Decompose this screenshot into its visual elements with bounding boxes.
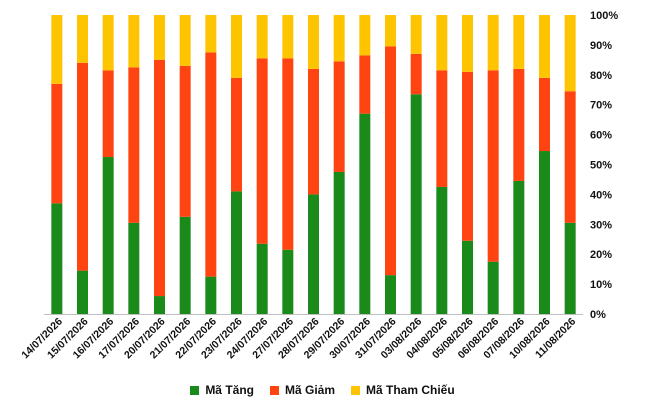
bar-segment-2-9: [256, 58, 268, 244]
legend-item-1: Mã Tăng: [190, 383, 254, 397]
bar-segment-1-7: [205, 276, 217, 315]
bar-segment-2-7: [205, 52, 217, 277]
bar-segment-2-5: [154, 59, 165, 297]
bar-segment-1-15: [410, 94, 422, 315]
legend-label: Mã Tham Chiếu: [366, 383, 455, 397]
bar-segment-2-8: [231, 77, 242, 192]
bar-segment-3-5: [154, 15, 165, 60]
legend-swatch: [351, 385, 360, 395]
y-tick-label: 0%: [590, 309, 606, 321]
y-axis: 0% 10% 20% 30% 40% 50% 60% 70% 80% 90% 100%: [590, 10, 618, 321]
bar-segment-1-14: [385, 275, 396, 314]
bar-segment-2-6: [179, 65, 191, 217]
bar-segment-1-9: [256, 243, 268, 314]
legend-swatch: [190, 385, 200, 395]
bar-segment-1-6: [179, 216, 191, 314]
y-tick-label: 100%: [590, 10, 618, 22]
bar-segment-3-10: [282, 15, 294, 59]
bar-segment-1-2: [77, 270, 88, 314]
legend-item-2: Mã Giảm: [269, 383, 335, 397]
bar-segment-1-19: [513, 180, 525, 314]
bar-segment-1-10: [282, 249, 294, 314]
stacked-bar-chart: 14/07/202615/07/202616/07/202617/07/2026…: [19, 10, 618, 361]
bar-segment-2-14: [385, 46, 396, 276]
y-tick-label: 80%: [590, 70, 612, 82]
bar-segment-2-11: [308, 68, 319, 195]
bar-segment-3-8: [231, 15, 242, 78]
bar-segment-3-15: [410, 15, 422, 54]
bar-segment-1-8: [231, 191, 242, 314]
bar-segment-3-4: [128, 15, 140, 68]
bar-segment-3-20: [539, 15, 550, 78]
bar-segment-1-12: [333, 171, 345, 314]
bar-segment-3-18: [487, 15, 499, 71]
bar-segment-3-7: [205, 15, 217, 53]
x-axis: 14/07/202615/07/202616/07/202617/07/2026…: [19, 314, 583, 361]
chart-legend: Mã Tăng Mã Giảm Mã Tham Chiếu: [0, 383, 645, 397]
bar-segment-2-20: [539, 77, 550, 152]
bar-segment-3-13: [359, 15, 371, 56]
bar-segment-2-15: [410, 53, 422, 95]
y-tick-label: 40%: [590, 189, 612, 201]
bar-segment-2-17: [462, 71, 473, 241]
bar-segment-1-3: [102, 157, 114, 314]
bar-segment-1-18: [487, 261, 499, 314]
bar-segment-1-17: [462, 240, 473, 314]
y-tick-label: 30%: [590, 219, 612, 231]
bar-segment-1-21: [564, 222, 576, 314]
bar-segment-2-4: [128, 67, 140, 223]
bar-segment-1-13: [359, 113, 371, 314]
legend-label: Mã Giảm: [284, 383, 335, 397]
bar-segment-3-2: [77, 15, 88, 63]
bar-segment-3-21: [564, 15, 576, 92]
legend-label: Mã Tăng: [205, 383, 254, 397]
bar-segment-3-12: [333, 15, 345, 62]
bar-segment-3-6: [179, 15, 191, 66]
bar-segment-2-13: [359, 55, 371, 114]
bar-segment-2-2: [77, 62, 88, 271]
bar-segment-1-20: [539, 151, 550, 314]
bars-group: [51, 15, 576, 315]
bar-segment-2-18: [487, 70, 499, 262]
y-tick-label: 50%: [590, 160, 612, 172]
legend-swatch: [269, 385, 279, 395]
bar-segment-2-12: [333, 61, 345, 172]
bar-segment-1-1: [51, 203, 63, 314]
bar-segment-1-5: [154, 296, 165, 314]
bar-segment-2-21: [564, 91, 576, 223]
y-tick-label: 70%: [590, 100, 612, 112]
bar-segment-2-19: [513, 68, 525, 181]
bar-segment-3-9: [256, 15, 268, 59]
bar-segment-2-10: [282, 58, 294, 250]
bar-segment-2-3: [102, 70, 114, 158]
bar-segment-1-16: [436, 186, 448, 314]
bar-segment-3-19: [513, 15, 525, 69]
bar-segment-1-4: [128, 222, 140, 314]
bar-segment-2-1: [51, 83, 63, 204]
bar-segment-3-1: [51, 15, 63, 84]
y-tick-label: 60%: [590, 130, 612, 142]
bar-segment-3-11: [308, 15, 319, 69]
bar-segment-3-3: [102, 15, 114, 71]
bar-segment-1-11: [308, 194, 319, 314]
y-tick-label: 90%: [590, 40, 612, 52]
bar-segment-2-16: [436, 70, 448, 187]
y-tick-label: 20%: [590, 249, 612, 261]
bar-segment-3-16: [436, 15, 448, 71]
legend-item-3: Mã Tham Chiếu: [351, 383, 455, 397]
bar-segment-3-17: [462, 15, 473, 72]
y-tick-label: 10%: [590, 279, 612, 291]
bar-segment-3-14: [385, 15, 396, 47]
